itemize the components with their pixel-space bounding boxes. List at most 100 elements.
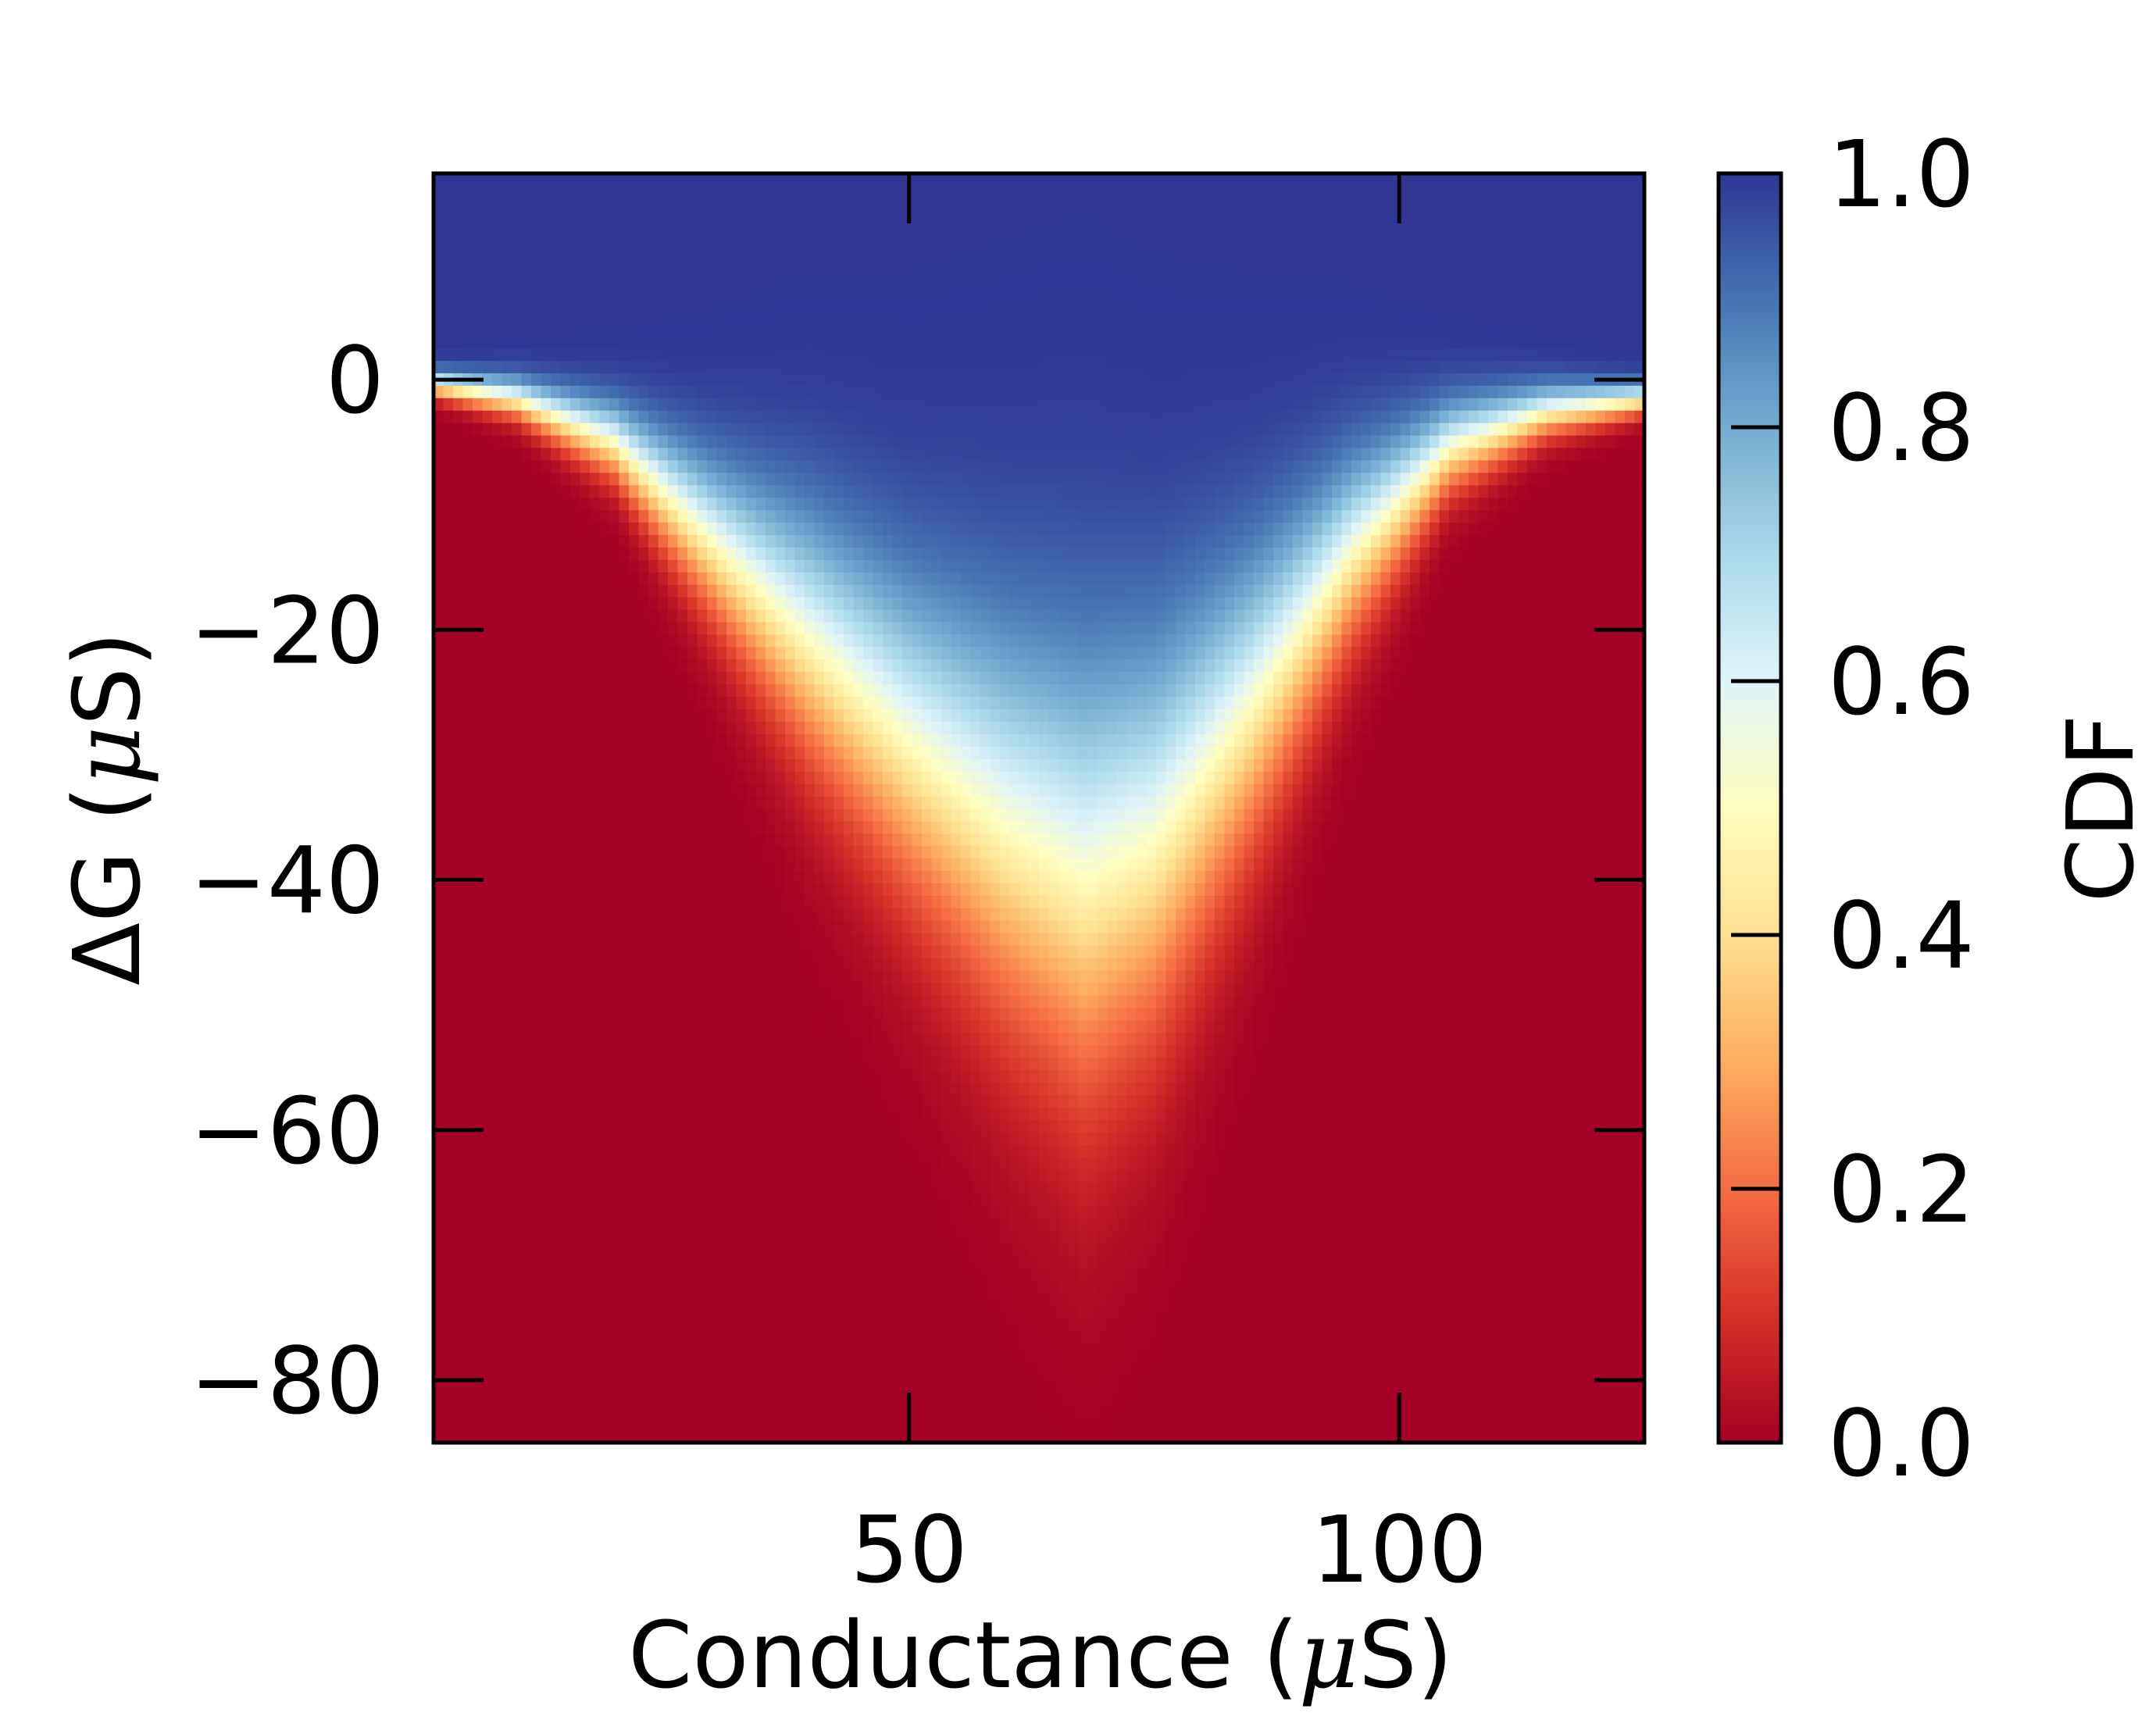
heatmap-cell xyxy=(482,1144,493,1158)
heatmap-cell xyxy=(794,409,805,423)
heatmap-cell xyxy=(814,1231,825,1245)
heatmap-cell xyxy=(775,397,786,411)
heatmap-cell xyxy=(473,1193,484,1208)
heatmap-cell xyxy=(541,1355,551,1369)
heatmap-cell xyxy=(492,1007,503,1021)
heatmap-cell xyxy=(599,1019,610,1033)
heatmap-cell xyxy=(677,758,688,772)
heatmap-cell xyxy=(833,1243,844,1258)
heatmap-cell xyxy=(560,1168,571,1183)
heatmap-cell xyxy=(541,1119,551,1133)
heatmap-cell xyxy=(707,1081,718,1095)
heatmap-cell xyxy=(716,658,727,673)
heatmap-cell xyxy=(443,671,454,685)
heatmap-cell xyxy=(707,1305,718,1319)
heatmap-cell xyxy=(755,459,766,473)
heatmap-cell xyxy=(482,720,493,734)
heatmap-cell xyxy=(570,348,581,361)
heatmap-cell xyxy=(492,1368,503,1382)
heatmap-cell xyxy=(551,546,562,560)
heatmap-cell xyxy=(609,758,620,772)
heatmap-cell xyxy=(814,621,825,635)
heatmap-cell xyxy=(473,359,484,373)
heatmap-cell xyxy=(844,534,855,548)
heatmap-cell xyxy=(658,795,669,809)
heatmap-cell xyxy=(736,919,747,933)
heatmap-cell xyxy=(629,372,640,386)
heatmap-cell xyxy=(434,745,444,759)
heatmap-cell xyxy=(687,472,698,486)
heatmap-cell xyxy=(599,397,610,411)
heatmap-cell xyxy=(658,1094,669,1108)
heatmap-cell xyxy=(462,671,473,685)
heatmap-cell xyxy=(766,1119,776,1133)
heatmap-cell xyxy=(766,1293,776,1307)
heatmap-cell xyxy=(599,633,610,648)
heatmap-cell xyxy=(785,1318,796,1332)
heatmap-cell xyxy=(707,820,718,834)
heatmap-cell xyxy=(599,957,610,971)
heatmap-cell xyxy=(648,1343,659,1357)
heatmap-cell xyxy=(677,1131,688,1145)
heatmap-cell xyxy=(443,1144,454,1158)
heatmap-cell xyxy=(794,608,805,623)
heatmap-cell xyxy=(746,1305,757,1319)
heatmap-cell xyxy=(833,497,844,511)
heatmap-cell xyxy=(863,907,874,921)
heatmap-cell xyxy=(638,671,649,685)
heatmap-cell xyxy=(785,733,796,747)
heatmap-cell xyxy=(443,833,454,847)
heatmap-cell xyxy=(502,683,512,698)
heatmap-cell xyxy=(785,883,796,897)
heatmap-cell xyxy=(716,1231,727,1245)
heatmap-cell xyxy=(726,907,737,921)
heatmap-cell xyxy=(599,696,610,710)
heatmap-cell xyxy=(873,335,883,349)
heatmap-cell xyxy=(677,323,688,337)
heatmap-cell xyxy=(638,372,649,386)
heatmap-cell xyxy=(541,1305,551,1319)
heatmap-cell xyxy=(668,820,679,834)
heatmap-cell xyxy=(863,198,874,212)
heatmap-cell xyxy=(560,895,571,908)
heatmap-cell xyxy=(638,1430,649,1443)
heatmap-cell xyxy=(473,546,484,560)
heatmap-cell xyxy=(687,434,698,448)
heatmap-cell xyxy=(853,808,864,822)
heatmap-cell xyxy=(844,335,855,349)
heatmap-cell xyxy=(502,795,512,809)
heatmap-cell xyxy=(648,1156,659,1170)
heatmap-cell xyxy=(482,522,493,536)
heatmap-cell xyxy=(726,1007,737,1021)
heatmap-cell xyxy=(766,957,776,971)
heatmap-cell xyxy=(619,1193,630,1208)
heatmap-cell xyxy=(853,497,864,511)
heatmap-cell xyxy=(805,870,816,884)
heatmap-cell xyxy=(482,1293,493,1307)
heatmap-cell xyxy=(736,858,747,872)
heatmap-cell xyxy=(697,1181,708,1195)
heatmap-cell xyxy=(883,422,894,436)
heatmap-cell xyxy=(560,185,571,199)
heatmap-cell xyxy=(716,235,727,249)
heatmap-cell xyxy=(746,235,757,249)
heatmap-cell xyxy=(590,1106,601,1120)
heatmap-cell xyxy=(443,696,454,710)
heatmap-cell xyxy=(521,434,532,448)
heatmap-cell xyxy=(590,173,601,187)
heatmap-cell xyxy=(746,895,757,908)
heatmap-cell xyxy=(844,808,855,822)
heatmap-cell xyxy=(892,858,903,872)
heatmap-cell xyxy=(668,372,679,386)
heatmap-cell xyxy=(707,1368,718,1382)
heatmap-cell xyxy=(697,858,708,872)
heatmap-cell xyxy=(697,348,708,361)
heatmap-cell xyxy=(785,994,796,1008)
heatmap-cell xyxy=(853,235,864,249)
heatmap-cell xyxy=(521,1206,532,1220)
heatmap-cell xyxy=(560,808,571,822)
heatmap-cell xyxy=(502,1131,512,1145)
heatmap-cell xyxy=(805,1418,816,1432)
heatmap-cell xyxy=(785,434,796,448)
heatmap-cell xyxy=(707,522,718,536)
